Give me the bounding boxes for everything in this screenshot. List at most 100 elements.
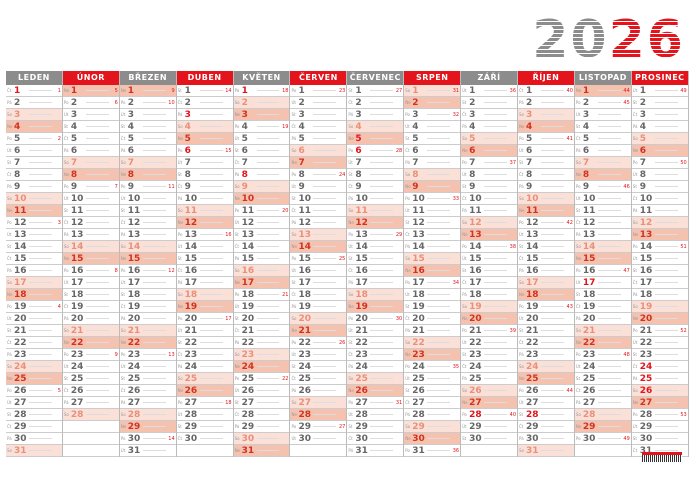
day-cell[interactable]: Čt 8 <box>6 169 62 181</box>
day-cell[interactable]: Ne 17 <box>233 277 290 289</box>
day-cell[interactable]: Čt 10 <box>461 193 518 205</box>
day-cell[interactable]: Pá 31 <box>347 445 404 457</box>
day-cell[interactable]: St 21 <box>6 325 62 337</box>
day-cell[interactable]: Út 17 <box>62 277 119 289</box>
day-cell[interactable]: Po 9 46 <box>574 181 631 193</box>
day-cell[interactable]: Po 25 22 <box>233 373 290 385</box>
day-cell[interactable]: Čt 22 <box>6 337 62 349</box>
day-cell[interactable]: Po 24 35 <box>404 361 461 373</box>
day-cell[interactable]: Čt 9 <box>347 181 404 193</box>
day-cell[interactable]: So 25 <box>347 373 404 385</box>
day-cell[interactable]: Út 8 <box>461 169 518 181</box>
day-cell[interactable]: So 30 <box>233 433 290 445</box>
day-cell[interactable]: Ne 25 <box>6 373 62 385</box>
day-cell[interactable]: Čt 28 <box>233 409 290 421</box>
day-cell[interactable]: Út 24 <box>119 361 176 373</box>
day-cell[interactable]: So 26 <box>461 385 518 397</box>
day-cell[interactable]: Út 13 <box>518 229 574 241</box>
day-cell[interactable]: So 11 <box>347 205 404 217</box>
day-cell[interactable]: St 26 <box>404 385 461 397</box>
day-cell[interactable]: Ne 11 <box>518 205 574 217</box>
day-cell[interactable]: Čt 3 <box>461 109 518 121</box>
day-cell[interactable]: Čt 16 <box>347 265 404 277</box>
day-cell[interactable]: So 18 <box>347 289 404 301</box>
day-cell[interactable]: Ne 20 <box>631 313 688 325</box>
day-cell[interactable]: St 19 <box>404 301 461 313</box>
day-cell[interactable]: Út 24 <box>574 361 631 373</box>
day-cell[interactable]: Čt 2 <box>176 97 233 109</box>
day-cell[interactable]: So 19 <box>461 301 518 313</box>
day-cell[interactable]: Čt 30 <box>176 433 233 445</box>
day-cell[interactable]: Út 2 <box>290 97 347 109</box>
day-cell[interactable]: Út 31 <box>119 445 176 457</box>
day-cell[interactable]: Pá 20 <box>574 313 631 325</box>
day-cell[interactable]: Po 27 31 <box>347 397 404 409</box>
day-cell[interactable] <box>62 433 119 445</box>
day-cell[interactable]: Ne 22 <box>62 337 119 349</box>
day-cell[interactable]: Pá 16 <box>6 265 62 277</box>
day-cell[interactable]: Ne 29 <box>119 421 176 433</box>
day-cell[interactable]: Čt 20 <box>404 313 461 325</box>
day-cell[interactable]: St 11 <box>62 205 119 217</box>
day-cell[interactable]: Po 8 24 <box>290 169 347 181</box>
day-cell[interactable]: Po 16 47 <box>574 265 631 277</box>
day-cell[interactable]: Út 27 <box>6 397 62 409</box>
day-cell[interactable]: Út 29 <box>631 421 688 433</box>
day-cell[interactable]: St 5 <box>404 133 461 145</box>
day-cell[interactable]: Pá 26 <box>290 385 347 397</box>
day-cell[interactable]: Po 10 33 <box>404 193 461 205</box>
day-cell[interactable]: Čt 15 <box>518 253 574 265</box>
day-cell[interactable]: Čt 17 <box>461 277 518 289</box>
day-cell[interactable]: Čt 25 <box>290 373 347 385</box>
day-cell[interactable]: St 22 <box>347 337 404 349</box>
day-cell[interactable]: Út 1 36 <box>461 85 518 97</box>
day-cell[interactable]: Ne 27 <box>631 397 688 409</box>
day-cell[interactable]: So 13 <box>290 229 347 241</box>
day-cell[interactable]: Út 14 <box>176 241 233 253</box>
day-cell[interactable]: Čt 12 <box>62 217 119 229</box>
day-cell[interactable]: Ne 4 <box>6 121 62 133</box>
day-cell[interactable]: Pá 25 <box>631 373 688 385</box>
day-cell[interactable]: So 24 <box>518 361 574 373</box>
day-cell[interactable]: Út 3 <box>62 109 119 121</box>
day-cell[interactable]: So 21 <box>119 325 176 337</box>
day-cell[interactable]: So 23 <box>233 349 290 361</box>
day-cell[interactable]: Pá 27 <box>119 397 176 409</box>
day-cell[interactable]: So 2 <box>233 97 290 109</box>
day-cell[interactable]: Po 17 34 <box>404 277 461 289</box>
day-cell[interactable]: So 5 <box>461 133 518 145</box>
day-cell[interactable]: Ne 10 <box>233 193 290 205</box>
day-cell[interactable]: So 3 <box>6 109 62 121</box>
day-cell[interactable]: So 21 <box>62 325 119 337</box>
day-cell[interactable]: Po 19 4 <box>6 301 62 313</box>
day-cell[interactable]: Po 15 25 <box>290 253 347 265</box>
day-cell[interactable]: St 12 <box>404 217 461 229</box>
day-cell[interactable] <box>290 445 347 457</box>
day-cell[interactable]: Po 2 45 <box>574 97 631 109</box>
day-cell[interactable] <box>461 445 518 457</box>
day-cell[interactable]: Út 17 <box>574 277 631 289</box>
day-cell[interactable]: Út 22 <box>461 337 518 349</box>
day-cell[interactable]: Čt 8 <box>518 169 574 181</box>
day-cell[interactable]: Čt 13 <box>404 229 461 241</box>
day-cell[interactable]: So 31 <box>6 445 62 457</box>
day-cell[interactable]: Po 30 49 <box>574 433 631 445</box>
day-cell[interactable]: St 8 <box>176 169 233 181</box>
day-cell[interactable]: So 28 <box>62 409 119 421</box>
day-cell[interactable]: Pá 4 <box>631 121 688 133</box>
day-cell[interactable]: Pá 30 <box>518 433 574 445</box>
day-cell[interactable]: Čt 26 <box>119 385 176 397</box>
day-cell[interactable]: Pá 9 <box>518 181 574 193</box>
day-cell[interactable]: Čt 29 <box>6 421 62 433</box>
day-cell[interactable] <box>574 445 631 457</box>
day-cell[interactable]: So 3 <box>518 109 574 121</box>
day-cell[interactable]: Ne 18 <box>6 289 62 301</box>
day-cell[interactable]: Čt 5 <box>574 133 631 145</box>
day-cell[interactable]: St 2 <box>631 97 688 109</box>
day-cell[interactable]: Po 28 53 <box>631 409 688 421</box>
day-cell[interactable]: St 16 <box>631 265 688 277</box>
day-cell[interactable]: Po 26 44 <box>518 385 574 397</box>
day-cell[interactable]: Pá 6 <box>62 145 119 157</box>
